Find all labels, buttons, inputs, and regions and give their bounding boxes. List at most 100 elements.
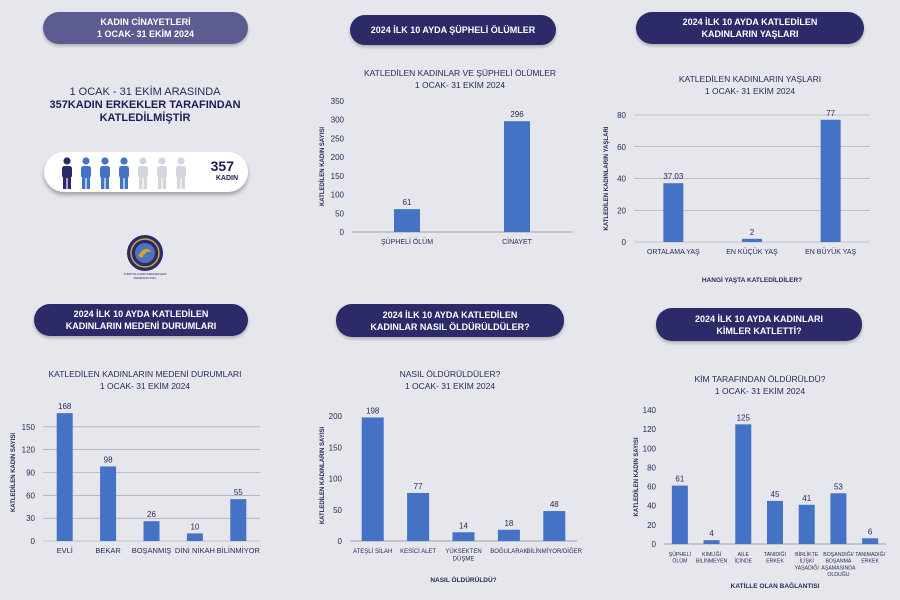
category-label: KİMLİĞİ (702, 551, 721, 558)
y-tick-label: 40 (647, 502, 656, 511)
category-label: ÖLÜM (672, 558, 687, 565)
bar-value-label: 198 (366, 406, 380, 415)
chart4-title: NASIL ÖLDÜRÜLDÜLER? 1 OCAK- 31 EKİM 2024 (320, 368, 580, 392)
pill-line: 2024 İLK 10 AYDA KATLEDİLEN (73, 309, 209, 319)
bar-value-label: 45 (771, 490, 780, 499)
bar-value-label: 37.03 (663, 172, 684, 181)
category-label: ERKEK (861, 559, 879, 565)
x-axis-label: KATİLLE OLAN BAĞLANTISI (731, 581, 820, 590)
counter-unit: KADIN (215, 175, 238, 182)
bar (504, 121, 530, 232)
chart-how-killed: 0 50 100 150 200 198 ATEŞLİ SİLAH 77 KESİCİ ALET… (319, 406, 583, 584)
chart1-title-line: KATLEDİLEN KADINLAR VE ŞÜPHELİ ÖLÜMLER (363, 68, 557, 78)
chart-who-killed: 02040608010012014061ŞÜPHELİÖLÜM4KİMLİĞİB… (633, 406, 886, 590)
bar (742, 238, 762, 242)
intro-text: 1 OCAK - 31 EKİM ARASINDA 357KADIN ERKEK… (30, 86, 260, 125)
counter-number: 357 (210, 158, 234, 174)
category-label: BİLİNMİYOR/DİĞER (527, 548, 583, 555)
chart4-title-line: NASIL ÖLDÜRÜLDÜLER? (399, 369, 501, 379)
category-label: BİRLİKTE (795, 551, 819, 558)
bar (100, 466, 117, 541)
bar (798, 504, 815, 544)
y-tick-label: 60 (617, 143, 626, 152)
category-label: BİLİNMİYOR (217, 546, 261, 555)
x-axis-label: NASIL ÖLDÜRÜLDÜ? (430, 575, 496, 584)
bar (394, 209, 420, 232)
logo-emblem-icon (127, 235, 163, 271)
bar-value-label: 61 (403, 198, 412, 207)
y-tick-label: 20 (617, 206, 626, 215)
category-label: BEKAR (95, 546, 121, 555)
bar-value-label: 61 (675, 475, 684, 484)
y-axis-label: KATLEDİLEN KADIN SAYISI (319, 127, 326, 206)
chart-suspicious-deaths: 0 50 100 150 200 250 300 350 61 ŞÜPHELİ ÖLÜM 296 Cİ… (319, 97, 572, 246)
y-tick-label: 40 (617, 175, 626, 184)
category-label: BOŞANDIĞI/ (823, 551, 854, 558)
y-tick-label: 250 (331, 134, 345, 143)
category-label: İLİŞKİ (800, 558, 814, 565)
bar-value-label: 53 (834, 482, 843, 491)
y-tick-label: 60 (647, 483, 656, 492)
y-tick-label: 0 (338, 537, 343, 546)
bar-value-label: 6 (868, 527, 873, 536)
bar-value-label: 98 (104, 455, 113, 464)
bar (671, 485, 688, 544)
category-label: BİLİNMEYEN (696, 558, 728, 565)
logo-text: TÜRKİYE KADIN DERNEKLERİ FEDERASYONU (123, 272, 167, 280)
chart3-title-line: KATLEDİLEN KADINLARIN MEDENİ DURUMLARI (48, 369, 242, 379)
category-label: ŞÜPHELİ ÖLÜM (381, 237, 433, 246)
bar (143, 521, 160, 541)
bar-value-label: 14 (459, 521, 468, 530)
pill-line: 1 OCAK- 31 EKİM 2024 (96, 29, 195, 39)
chart3-title-line: 1 OCAK- 31 EKİM 2024 (99, 381, 191, 391)
chart2-title: KATLEDİLEN KADINLARIN YAŞLARI 1 OCAK- 31… (620, 73, 880, 97)
intro-line: 357KADIN ERKEKLER TARAFINDAN (49, 99, 241, 111)
category-label: EN KÜÇÜK YAŞ (726, 248, 778, 256)
category-label: TANIDIĞI (764, 551, 786, 558)
category-label: BOŞANMA (825, 559, 851, 565)
chart3-title: KATLEDİLEN KADINLARIN MEDENİ DURUMLARI 1… (20, 368, 270, 392)
chart5-title-line: KİM TARAFINDAN ÖLDÜRÜLDÜ? (694, 374, 826, 384)
bar-value-label: 4 (709, 529, 714, 538)
bar (452, 532, 475, 541)
y-tick-label: 100 (331, 191, 345, 200)
category-label: EN BÜYÜK YAŞ (805, 248, 856, 256)
y-axis-label: KATLEDİLEN KADINLARIN YAŞLARI (603, 126, 610, 230)
bar-value-label: 55 (234, 488, 243, 497)
bar-value-label: 125 (737, 413, 751, 422)
pill-line: KİMLER KATLETTİ? (716, 325, 802, 336)
bar (186, 533, 203, 541)
person-icon (138, 157, 148, 189)
chart1-title: KATLEDİLEN KADINLAR VE ŞÜPHELİ ÖLÜMLER 1… (330, 67, 590, 91)
y-tick-label: 50 (335, 209, 344, 218)
category-label: YÜKSEKTEN (445, 548, 481, 555)
pill-line: 2024 İLK 10 AYDA ŞÜPHELİ ÖLÜMLER (370, 25, 536, 35)
bar (497, 529, 520, 541)
category-label: BOŞANMIŞ (132, 546, 172, 555)
y-tick-label: 90 (26, 469, 35, 478)
y-tick-label: 50 (333, 506, 342, 515)
bar (735, 424, 752, 544)
bar (543, 511, 566, 541)
bar-value-label: 48 (550, 500, 559, 509)
bar (56, 413, 73, 541)
header-pill-femicides: KADIN CİNAYETLERİ 1 OCAK- 31 EKİM 2024 (43, 12, 248, 44)
bar-value-label: 168 (58, 402, 72, 411)
chart-ages: 0 20 40 60 80 37.03 ORTALAMA YAŞ 2 EN KÜÇÜK YAŞ 7… (603, 110, 870, 284)
y-tick-label: 150 (22, 423, 36, 432)
bar-value-label: 77 (414, 482, 423, 491)
pill-line: 2024 İLK 10 AYDA KADINLARI (694, 313, 824, 324)
y-tick-label: 0 (652, 540, 657, 549)
y-tick-label: 200 (329, 412, 343, 421)
x-axis-label: HANGİ YAŞTA KATLEDİLDİLER? (702, 276, 802, 284)
chart2-title-line: KATLEDİLEN KADINLARIN YAŞLARI (678, 74, 822, 84)
header-pill-who-killed: 2024 İLK 10 AYDA KADINLARI KİMLER KATLET… (656, 308, 862, 341)
chart2-title-line: 1 OCAK- 31 EKİM 2024 (704, 86, 796, 96)
pill-line: KADINLARIN MEDENİ DURUMLARI (65, 321, 217, 331)
y-tick-label: 80 (617, 111, 626, 120)
header-pill-how-killed: 2024 İLK 10 AYDA KATLEDİLEN KADINLAR NAS… (336, 304, 564, 337)
y-tick-label: 140 (643, 406, 657, 415)
bar (767, 500, 783, 544)
chart5-title: KİM TARAFINDAN ÖLDÜRÜLDÜ? 1 OCAK- 31 EKİ… (640, 373, 880, 397)
people-icons (62, 157, 186, 189)
